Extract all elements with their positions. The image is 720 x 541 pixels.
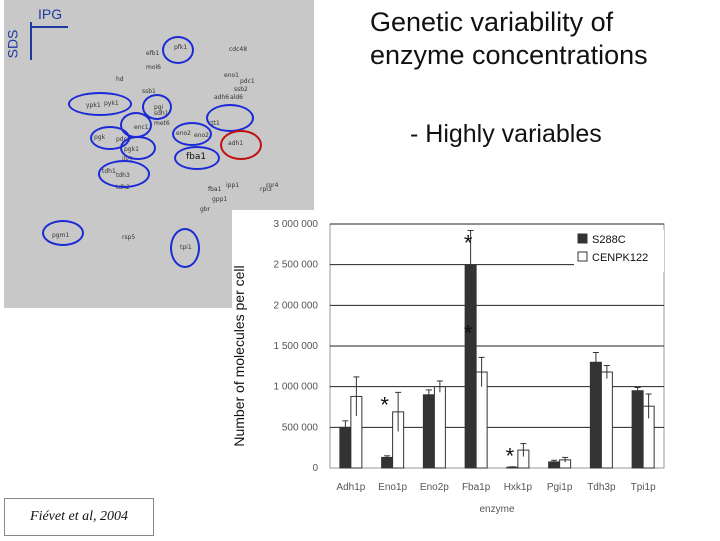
y-tick-label: 2 000 000 xyxy=(274,300,319,311)
bar-S288C xyxy=(589,361,602,469)
gel-spot-label: efb1 xyxy=(146,50,160,57)
x-tick-label: Tpi1p xyxy=(631,482,656,493)
gel-spot-circle xyxy=(98,160,150,188)
gel-spot-label: cdc48 xyxy=(229,46,248,53)
bar-CENPK122 xyxy=(600,371,613,469)
x-axis-label: enzyme xyxy=(479,504,514,515)
gel-spot-label: adh6 xyxy=(214,94,230,101)
legend-swatch xyxy=(577,251,588,262)
slide-title: Genetic variability of enzyme concentrat… xyxy=(370,7,648,70)
gel-spot-label: met6 xyxy=(154,120,170,127)
gel-spot-circle xyxy=(42,220,84,246)
bar-S288C xyxy=(422,394,435,469)
gel-spot-label: ilv5 xyxy=(122,156,133,163)
gel-spot-label: ipp1 xyxy=(226,182,240,189)
y-tick-label: 3 000 000 xyxy=(274,219,319,230)
gel-spot-label: fba1 xyxy=(208,186,222,193)
slide-subtitle: - Highly variables xyxy=(410,120,602,148)
bar-S288C xyxy=(631,390,644,469)
y-tick-label: 2 500 000 xyxy=(274,260,319,271)
gel-spot-label: ssb2 xyxy=(234,86,248,93)
gel-spot-circle xyxy=(142,94,172,120)
x-tick-label: Tdh3p xyxy=(587,482,616,493)
ipg-arrow-icon xyxy=(30,26,68,28)
gel-spot-label: eno1 xyxy=(224,72,239,79)
gel-spot-label: mol6 xyxy=(146,64,161,71)
sds-axis-label: SDS xyxy=(4,29,21,59)
y-tick-label: 1 000 000 xyxy=(274,382,319,393)
gel-spot-label: rpl3 xyxy=(260,186,272,193)
legend-box xyxy=(574,230,664,272)
significance-asterisk: * xyxy=(464,231,473,256)
bar-chart: 0 500 000 1 000 000 1 500 000 2 000 000 2 500… xyxy=(231,219,665,515)
x-tick-label: Hxk1p xyxy=(504,482,533,493)
legend-swatch xyxy=(577,233,588,244)
x-tick-label: Pgi1p xyxy=(547,482,573,493)
bar-chart-panel: 0 500 000 1 000 000 1 500 000 2 000 000 2 500… xyxy=(231,210,672,536)
gel-spot-label: gbr xyxy=(200,206,211,213)
sds-arrow-icon xyxy=(30,22,32,60)
gel-spot-circle xyxy=(172,122,212,146)
significance-asterisk: * xyxy=(464,321,473,346)
gel-spot-label: ssb1 xyxy=(142,88,156,95)
legend-label: S288C xyxy=(592,234,626,246)
highlighted-spot-circle xyxy=(220,130,262,160)
y-axis-label: Number of molecules per cell xyxy=(232,265,247,446)
gel-spot-label: rsp5 xyxy=(122,234,136,241)
fba1-spot-label: fba1 xyxy=(186,152,207,162)
citation: Fiévet et al, 2004 xyxy=(4,498,154,536)
bar-CENPK122 xyxy=(433,386,446,469)
fba1-spot-circle xyxy=(174,146,220,170)
x-tick-label: Eno1p xyxy=(378,482,407,493)
gel-image: IPG SDS pfk1 efb1 cdc48 mol6 hd eno1 ssb1 pdc1 s… xyxy=(4,0,314,308)
significance-asterisk: * xyxy=(380,392,389,417)
gel-spot-circle xyxy=(162,36,194,64)
ipg-axis-label: IPG xyxy=(38,6,63,22)
y-tick-label: 1 500 000 xyxy=(274,341,319,352)
gel-spot-label: hd xyxy=(116,76,124,83)
gel-spot-label: rnr4 xyxy=(266,182,279,189)
significance-asterisk: * xyxy=(506,444,515,469)
x-tick-label: Eno2p xyxy=(420,482,449,493)
gel-spot-label: ald6 xyxy=(230,94,243,101)
x-tick-label: Fba1p xyxy=(462,482,491,493)
y-tick-label: 0 xyxy=(312,463,318,474)
gel-spot-circle xyxy=(206,104,254,132)
y-tick-label: 500 000 xyxy=(282,422,319,433)
gel-spot-label: gpp1 xyxy=(212,196,228,203)
legend-label: CENPK122 xyxy=(592,252,648,264)
x-tick-label: Adh1p xyxy=(336,482,365,493)
gel-spot-circle xyxy=(68,92,132,116)
gel-spot-circle xyxy=(170,228,200,268)
gel-spot-circle xyxy=(120,136,156,160)
gel-spot-label: pdc1 xyxy=(240,78,255,85)
